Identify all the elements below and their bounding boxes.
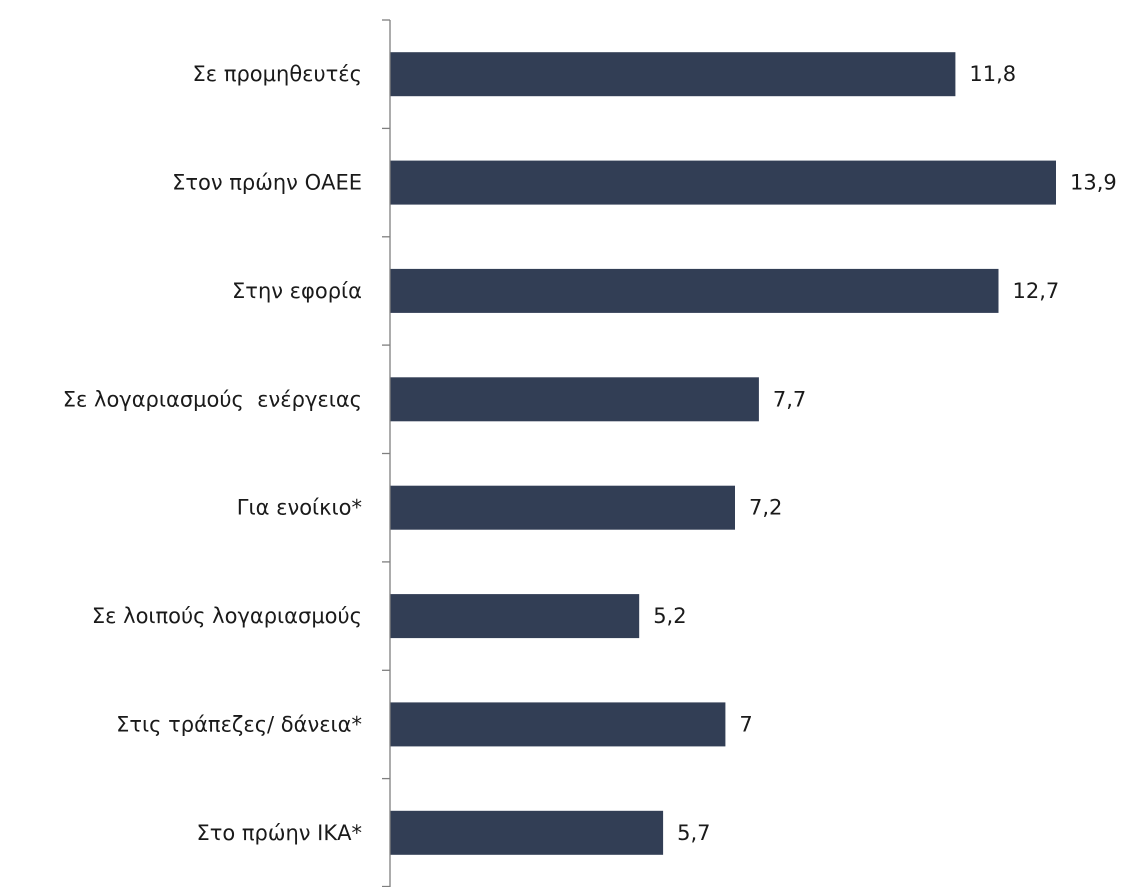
bar: [390, 160, 1056, 205]
data-label: 7,2: [749, 496, 782, 520]
bar: [390, 52, 956, 97]
category-label: Σε λοιπούς λογαριασμούς: [92, 604, 362, 628]
labels-layer: Σε προμηθευτές 11,8 Στον πρώην ΟΑΕΕ 13,9 Στη…: [63, 62, 1117, 845]
data-label: 11,8: [969, 62, 1016, 86]
bar: [390, 377, 759, 422]
data-label: 7,7: [773, 387, 806, 411]
category-label: Σε λογαριασμούς ενέργειας: [63, 387, 362, 411]
category-label: Στον πρώην ΟΑΕΕ: [172, 171, 362, 195]
category-label: Σε προμηθευτές: [193, 62, 362, 86]
bar: [390, 702, 726, 747]
data-label: 5,2: [653, 604, 686, 628]
data-label: 13,9: [1070, 171, 1117, 195]
data-label: 7: [739, 712, 752, 736]
category-axis: [382, 19, 391, 887]
bar: [390, 485, 735, 530]
data-label: 12,7: [1013, 279, 1060, 303]
bar: [390, 594, 640, 639]
category-label: Στην εφορία: [232, 279, 362, 303]
category-label: Στο πρώην ΙΚΑ*: [196, 821, 362, 845]
bars-layer: [390, 52, 1056, 855]
category-label: Για ενοίκιο*: [237, 496, 362, 520]
bar: [390, 268, 999, 313]
bar: [390, 810, 664, 855]
category-label: Στις τράπεζες/ δάνεια*: [116, 712, 362, 736]
data-label: 5,7: [677, 821, 710, 845]
